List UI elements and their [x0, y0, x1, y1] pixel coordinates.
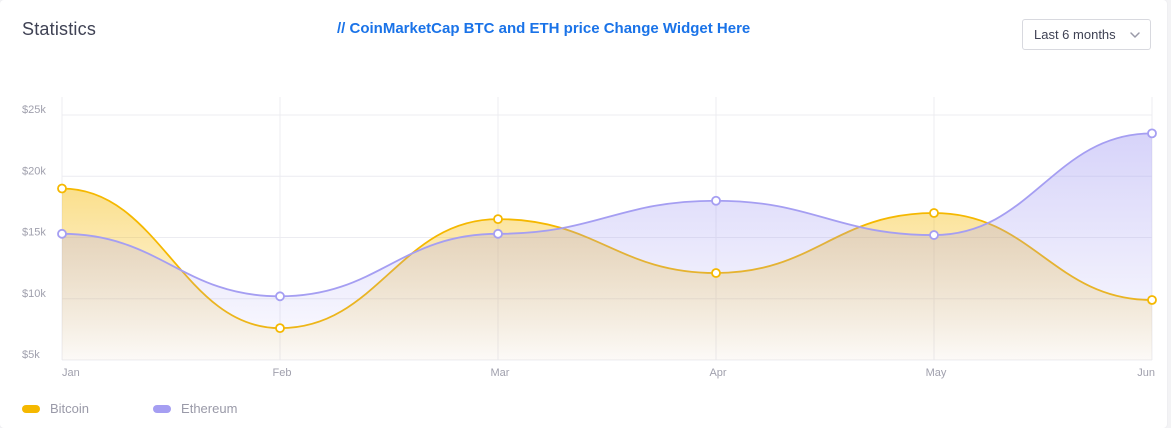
x-tick-label: May: [926, 367, 947, 379]
y-tick-label: $25k: [22, 104, 46, 116]
legend-item-ethereum[interactable]: Ethereum: [153, 401, 237, 416]
legend-swatch-ethereum: [153, 404, 172, 413]
data-point-bitcoin: [275, 323, 285, 334]
data-point-ethereum: [57, 228, 67, 239]
time-range-select[interactable]: Last 6 months: [1022, 19, 1151, 50]
data-point-bitcoin: [711, 268, 721, 278]
x-tick-label: Apr: [709, 367, 726, 379]
data-point-bitcoin: [493, 214, 503, 225]
price-chart: $5k $10k $15k $20k $25k Jan Feb Mar Apr May Jun: [22, 97, 1157, 379]
area-ethereum: [62, 133, 1152, 360]
data-point-bitcoin: [57, 183, 67, 194]
card-title: Statistics: [22, 19, 97, 39]
y-tick-label: $20k: [22, 165, 46, 177]
series-line-ethereum: [61, 132, 1153, 298]
data-point-ethereum: [1147, 128, 1157, 139]
y-tick-label: $5k: [22, 349, 40, 361]
y-tick-label: $10k: [22, 288, 46, 300]
x-tick-label: Feb: [273, 367, 292, 379]
time-range-value: Last 6 months: [1034, 27, 1116, 42]
x-tick-label: Jan: [62, 367, 80, 379]
legend-label-bitcoin: Bitcoin: [50, 401, 90, 416]
y-tick-label: $15k: [22, 227, 46, 239]
x-tick-label: Jun: [1137, 367, 1155, 379]
widget-placeholder-note: // CoinMarketCap BTC and ETH price Chang…: [337, 20, 751, 37]
chevron-down-icon: [1130, 32, 1140, 38]
legend-label-ethereum: Ethereum: [181, 401, 238, 416]
data-point-bitcoin: [1147, 295, 1157, 305]
data-point-ethereum: [493, 228, 503, 239]
chart-legend: Bitcoin Ethereum: [22, 401, 301, 416]
x-tick-label: Mar: [491, 367, 510, 379]
data-point-bitcoin: [929, 208, 939, 218]
data-point-ethereum: [711, 195, 721, 206]
data-point-ethereum: [275, 291, 285, 302]
data-point-ethereum: [929, 230, 939, 240]
legend-swatch-bitcoin: [22, 404, 40, 413]
legend-item-bitcoin[interactable]: Bitcoin: [22, 401, 89, 416]
